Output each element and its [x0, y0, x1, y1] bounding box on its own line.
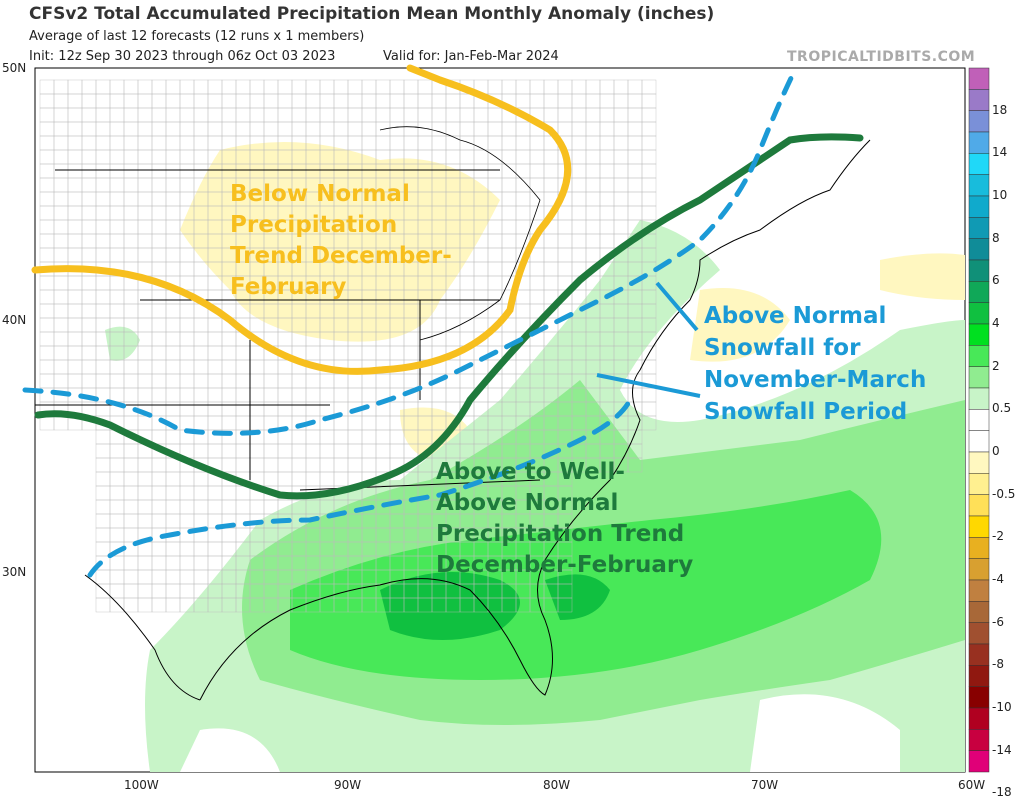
colorbar-swatch — [968, 323, 990, 346]
colorbar-swatch — [968, 217, 990, 239]
colorbar-swatch — [968, 345, 990, 367]
dry-anomaly-area — [880, 253, 965, 300]
colorbar-swatch — [968, 387, 990, 410]
colorbar-swatch — [968, 494, 990, 517]
colorbar-label: -18 — [992, 785, 1012, 799]
lon-label: 60W — [958, 778, 986, 792]
above-precip-annotation: Above to Well- Above Normal Precipitatio… — [436, 459, 694, 578]
wet-anomaly-area — [750, 694, 900, 772]
map-subtitle: Average of last 12 forecasts (12 runs x … — [29, 29, 365, 44]
colorbar-label: -14 — [992, 742, 1012, 757]
colorbar-swatch — [968, 451, 990, 474]
dry-anomaly-area — [400, 407, 470, 460]
colorbar-swatch — [968, 174, 990, 197]
colorbar-swatch — [968, 707, 990, 730]
init-time: Init: 12z Sep 30 2023 through 06z Oct 03… — [29, 49, 336, 64]
wet-anomaly-area — [180, 728, 280, 772]
colorbar-label: 6 — [992, 273, 1000, 288]
colorbar-swatch — [968, 131, 990, 154]
colorbar-swatch — [968, 750, 990, 773]
colorbar-label: -8 — [992, 657, 1004, 672]
above-precip-boundary-line — [34, 133, 864, 500]
colorbar-label: -4 — [992, 572, 1004, 586]
lon-label: 100W — [124, 778, 159, 792]
colorbar-swatch — [968, 473, 990, 495]
coastline-layer — [35, 126, 871, 701]
colorbar-swatch — [968, 686, 990, 709]
colorbar-label: -0.5 — [992, 486, 1016, 501]
colorbar-label: 10 — [992, 188, 1008, 202]
colorbar-swatch — [968, 579, 990, 602]
colorbar-swatch — [968, 153, 990, 175]
colorbar-swatch — [968, 281, 990, 303]
colorbar-swatch — [968, 259, 990, 282]
watermark: TROPICALTIDBITS.COM — [787, 49, 976, 65]
colorbar-swatch — [968, 729, 990, 751]
colorbar-label: 4 — [992, 316, 1000, 330]
colorbar-label: 8 — [992, 230, 1000, 245]
wet-anomaly-area — [545, 574, 610, 620]
wet-anomaly-area — [380, 572, 520, 640]
snowfall-pointer-line — [596, 281, 701, 398]
colorbar-label: -2 — [992, 529, 1004, 544]
colorbar-swatch — [968, 558, 990, 581]
snowfall-boundary-line — [87, 397, 633, 578]
lon-label: 90W — [334, 778, 362, 792]
valid-period: Valid for: Jan-Feb-Mar 2024 — [383, 49, 559, 64]
colorbar-label: -6 — [992, 614, 1004, 629]
lat-label: 40N — [2, 313, 27, 327]
colorbar-swatch — [968, 67, 990, 90]
colorbar-swatch — [968, 409, 990, 431]
lon-label: 80W — [543, 778, 571, 792]
below-normal-annotation: Below Normal Precipitation Trend Decembe… — [230, 181, 452, 300]
lat-label: 50N — [2, 61, 27, 75]
dry-anomaly-area — [690, 288, 790, 362]
colorbar-swatch — [968, 89, 990, 111]
lon-label: 70W — [751, 778, 779, 792]
colorbar-label: 18 — [992, 102, 1008, 117]
colorbar-label: 0 — [992, 444, 1000, 458]
colorbar-swatch — [968, 238, 990, 261]
colorbar-swatch — [968, 643, 990, 666]
below-normal-boundary-line — [31, 64, 572, 375]
colorbar-swatch — [968, 601, 990, 623]
colorbar-swatch — [968, 302, 990, 325]
colorbar-swatch — [968, 515, 990, 538]
colorbar-swatch — [968, 665, 990, 687]
lat-label: 30N — [2, 565, 27, 579]
snowfall-annotation: Above Normal Snowfall for November-March… — [704, 303, 927, 425]
colorbar-swatch — [968, 366, 990, 389]
colorbar-label: 14 — [992, 145, 1008, 160]
colorbar-swatch — [968, 537, 990, 559]
colorbar-swatch — [968, 195, 990, 218]
colorbar-swatch — [968, 110, 990, 133]
colorbar-label: -10 — [992, 700, 1012, 714]
colorbar-swatch — [968, 622, 990, 645]
map-title: CFSv2 Total Accumulated Precipitation Me… — [29, 4, 715, 24]
colorbar-label: 2 — [992, 358, 1000, 373]
wet-anomaly-area — [105, 326, 140, 361]
colorbar-swatch — [968, 430, 990, 453]
colorbar — [968, 67, 990, 773]
colorbar-label: 0.5 — [992, 401, 1012, 416]
